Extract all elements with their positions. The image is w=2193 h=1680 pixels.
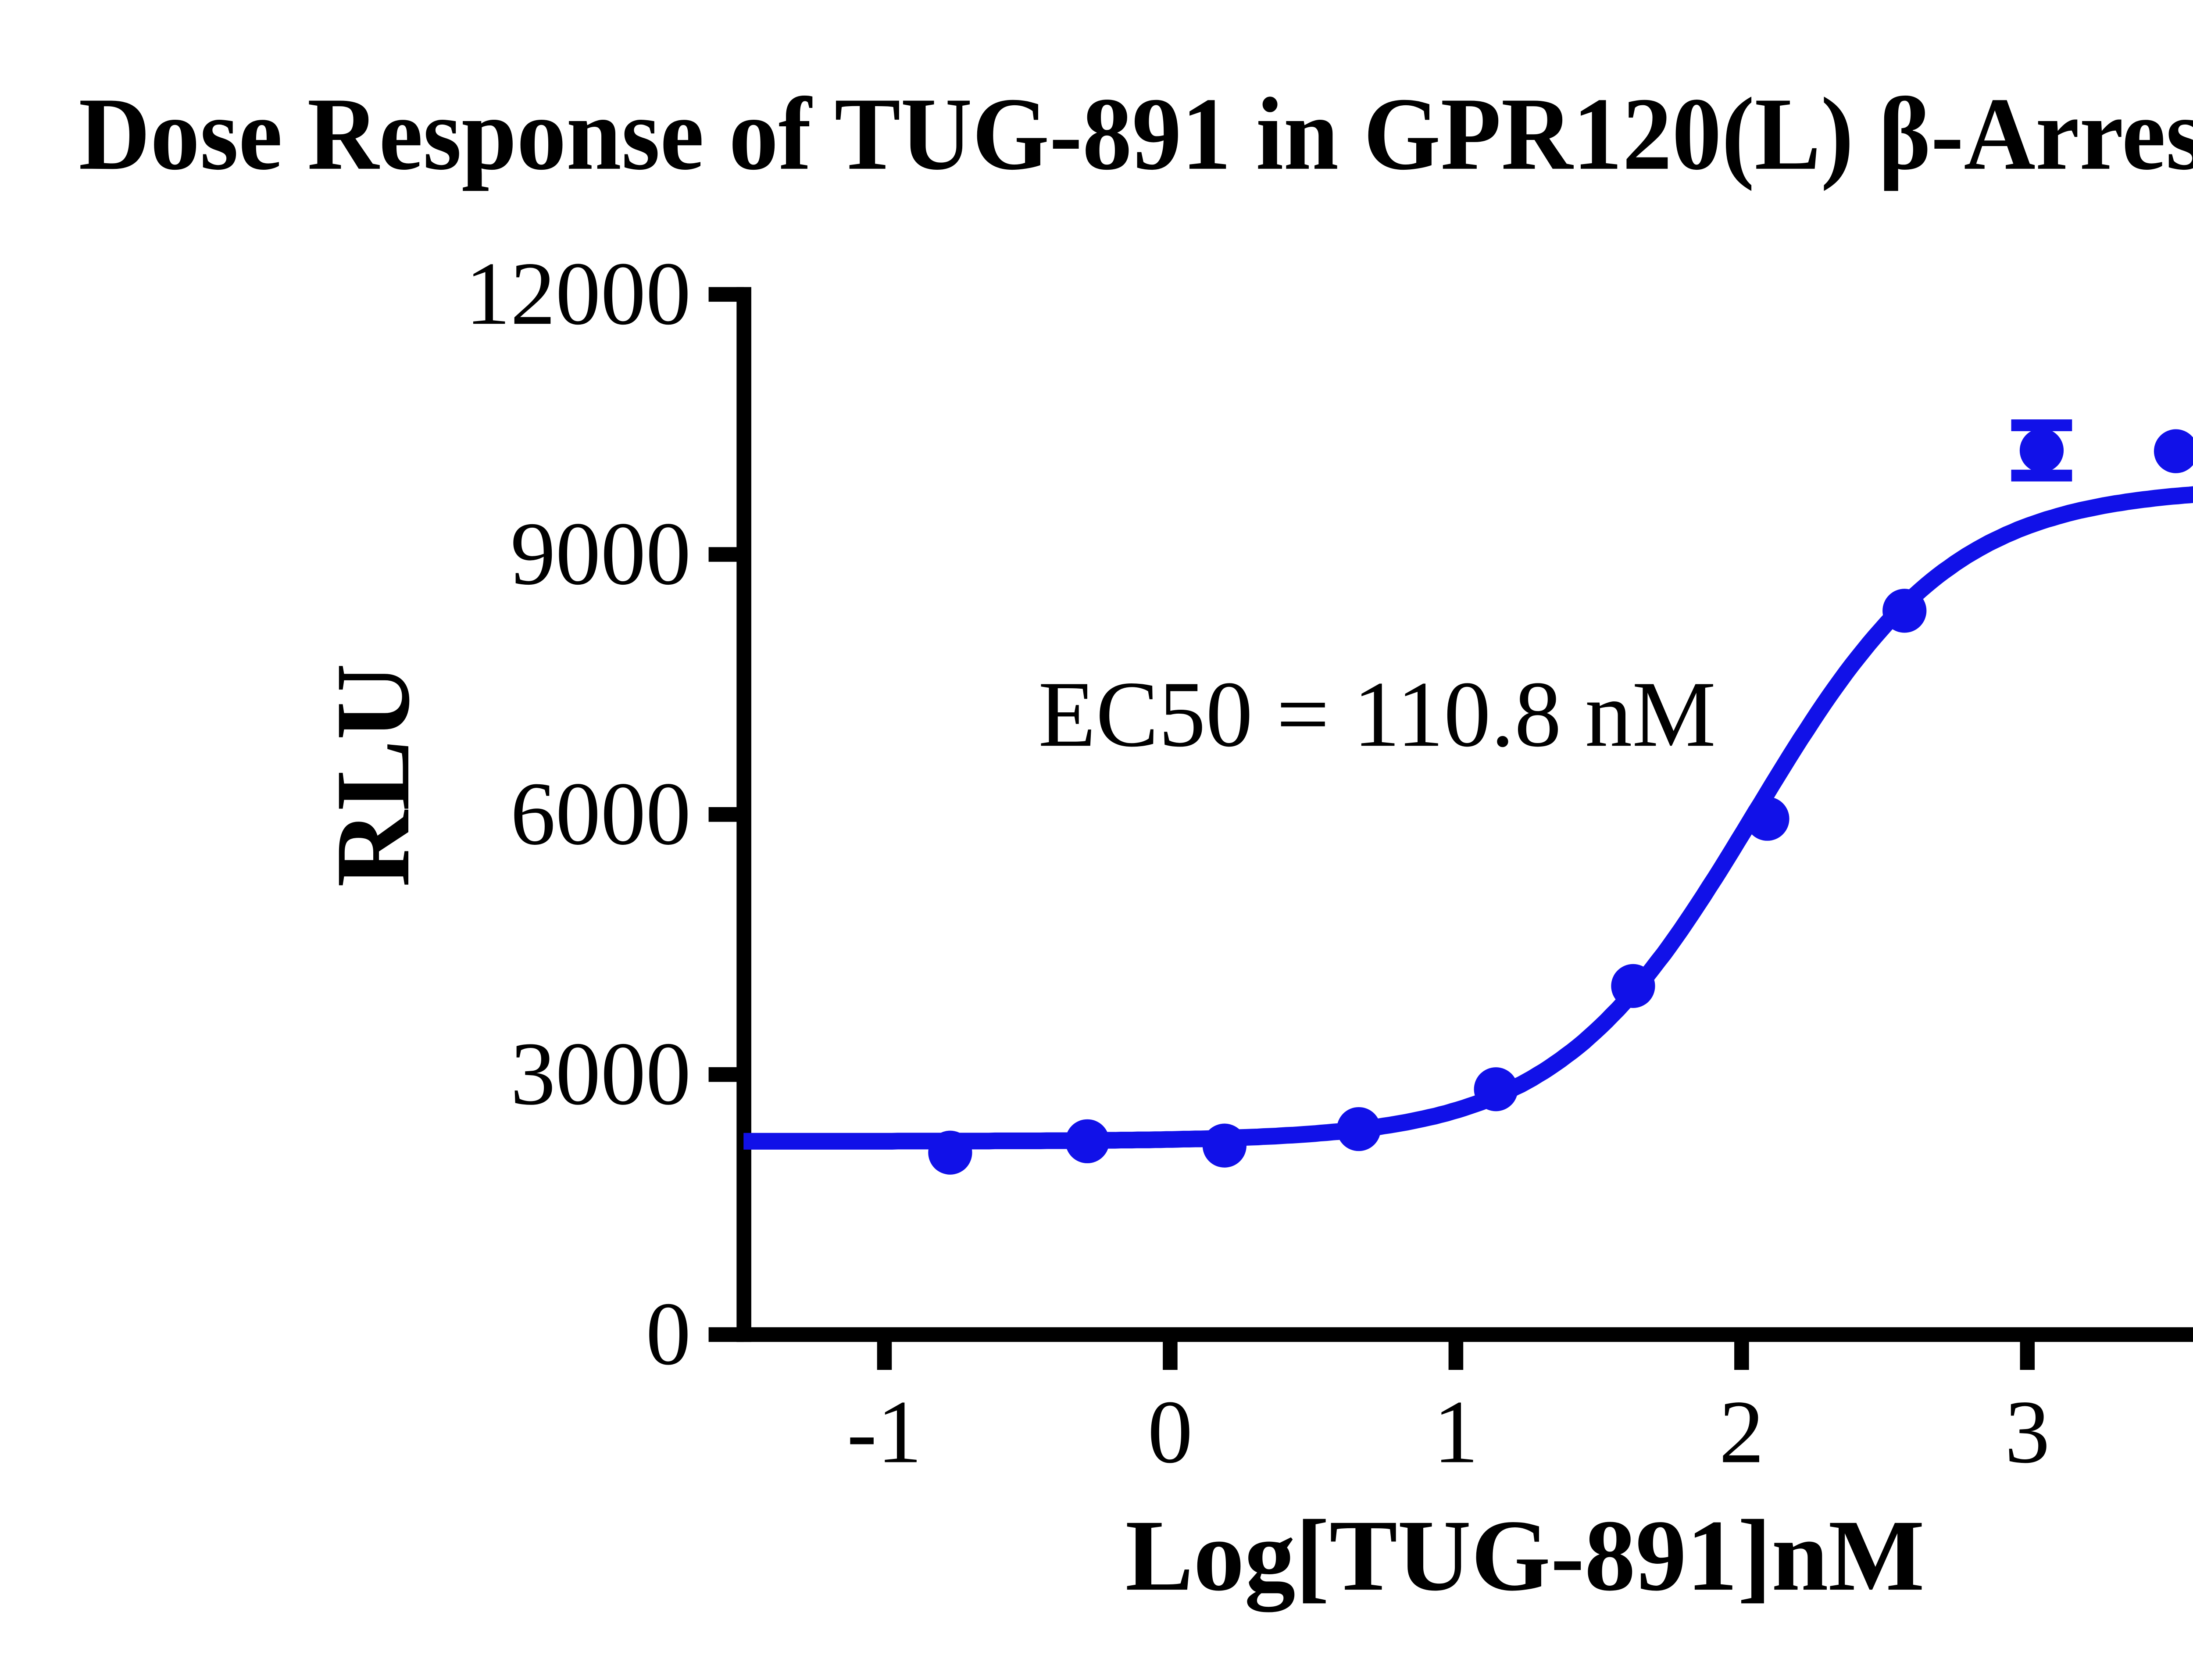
x-tick-label: 2 [1719, 1382, 1764, 1482]
x-axis-ticks: -101234 [847, 1334, 2050, 1482]
y-tick-label: 12000 [465, 243, 691, 343]
y-tick-label: 6000 [511, 764, 691, 864]
x-tick-label: 1 [1433, 1382, 1479, 1482]
data-point [1611, 964, 1655, 1008]
data-point [1336, 1107, 1381, 1151]
x-tick-label: 0 [1147, 1382, 1193, 1482]
data-point [1745, 797, 1789, 841]
fit-curve [743, 486, 2193, 1150]
x-axis-title: Log[TUG-891]nM [1125, 1499, 1925, 1612]
data-point [928, 1130, 972, 1175]
data-point [1474, 1067, 1518, 1112]
x-tick-label: -1 [847, 1382, 922, 1482]
y-axis-title: RLU [314, 663, 432, 887]
data-point [1065, 1119, 1110, 1163]
y-axis-ticks: 0 3000 6000 9000 12000 [465, 243, 744, 1384]
y-tick-label: 0 [646, 1284, 691, 1384]
data-point [1882, 589, 1927, 633]
chart-title: Dose Response of TUG-891 in GPR120(L) β-… [79, 77, 2193, 192]
data-point [2154, 429, 2193, 473]
x-tick-label: 3 [2005, 1382, 2050, 1482]
data-points [928, 428, 2193, 1175]
ec50-annotation: EC50 = 110.8 nM [1038, 662, 1716, 766]
y-tick-label: 9000 [511, 504, 691, 604]
data-point [2019, 428, 2064, 472]
data-point [1202, 1123, 1247, 1168]
y-tick-label: 3000 [511, 1024, 691, 1124]
